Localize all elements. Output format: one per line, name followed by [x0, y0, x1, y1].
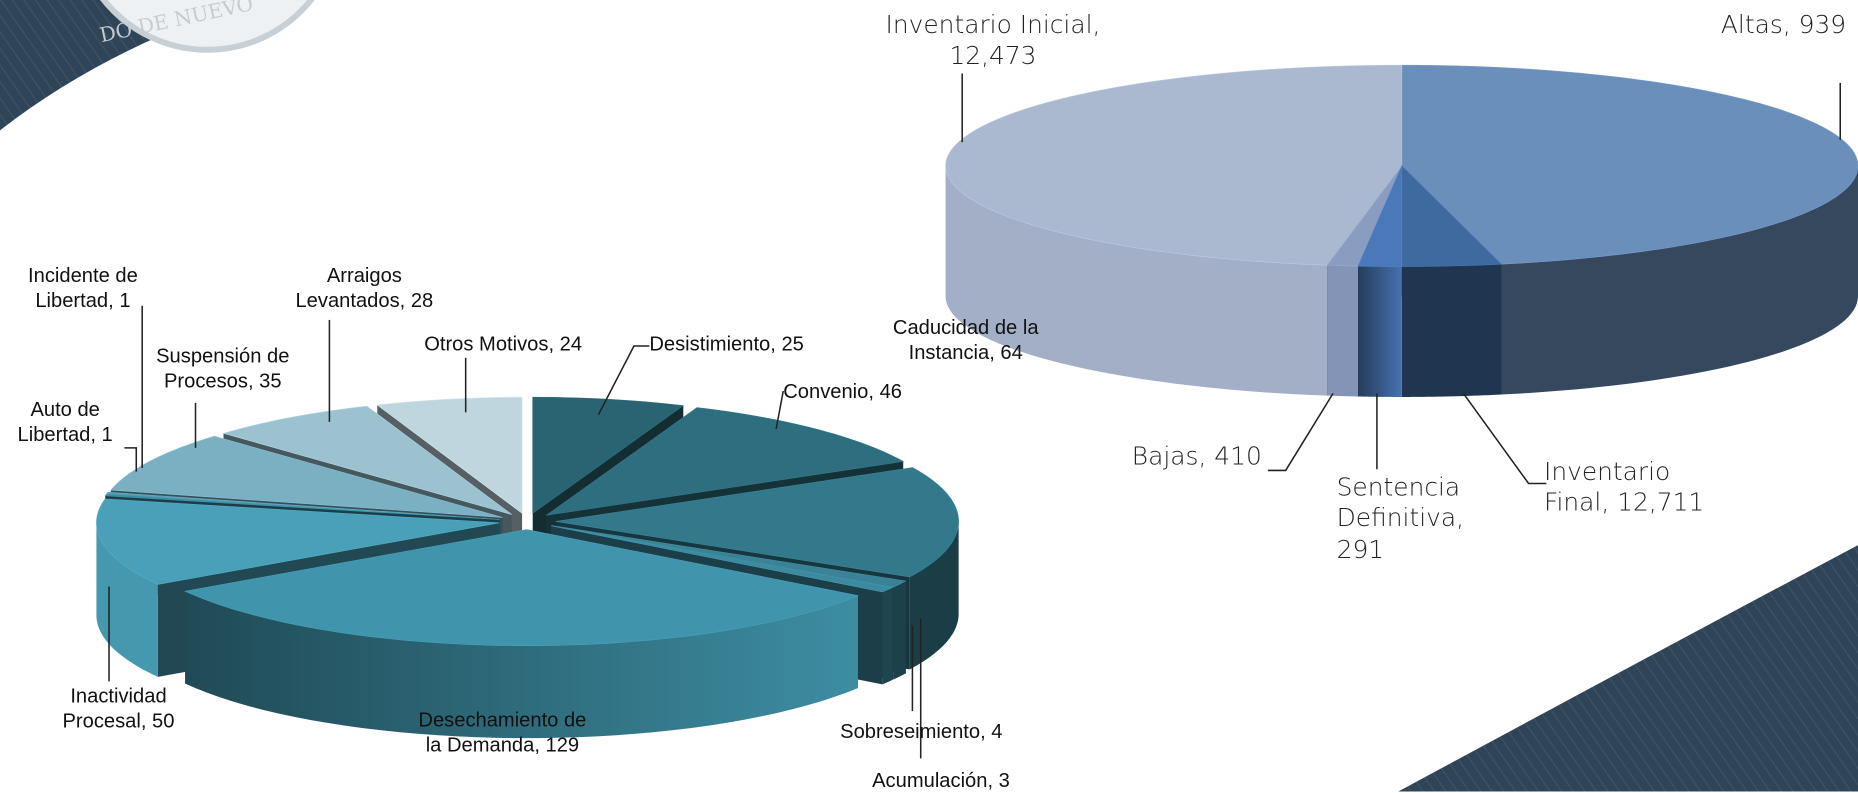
value-label: 28 — [410, 289, 434, 312]
category-label: Arraigos Levantados — [295, 264, 410, 312]
slice-top — [551, 525, 907, 588]
data-label: Arraigos Levantados28 — [278, 263, 450, 313]
leader-line — [1267, 392, 1334, 472]
slice-top — [104, 493, 500, 520]
value-label: 12,711 — [1617, 488, 1705, 517]
slice-top — [555, 467, 959, 578]
logo — [100, 0, 315, 53]
slice — [1357, 165, 1403, 397]
slice-top — [222, 405, 512, 515]
data-label: Bajas410 — [1096, 441, 1297, 472]
value-label: 291 — [1336, 535, 1385, 564]
corner-deco — [0, 0, 255, 131]
slice-top — [1357, 165, 1403, 267]
slice-side — [909, 521, 959, 670]
data-label: Inactividad Procesal50 — [36, 684, 202, 734]
data-label: Otros Motivos24 — [424, 332, 625, 357]
value-label: 25 — [781, 332, 804, 356]
slice — [945, 64, 1403, 396]
slice-top — [110, 435, 503, 518]
slice-side — [1327, 265, 1359, 397]
slice-side — [185, 591, 858, 739]
category-label: Bajas — [1132, 442, 1215, 470]
value-label: 1 — [101, 423, 113, 446]
slice-top — [532, 396, 685, 514]
slice-top — [1401, 165, 1503, 267]
slice-side — [882, 587, 893, 685]
data-label: Sobreseimiento4 — [840, 719, 1053, 744]
slice-side — [96, 522, 158, 677]
data-label: Caducidad de la Instancia64 — [877, 315, 1055, 365]
value-label: 35 — [259, 370, 282, 393]
slice-top — [1401, 64, 1858, 265]
data-label: Incidente de Libertad1 — [6, 263, 160, 313]
category-label: Inventario Inicial — [886, 11, 1101, 39]
leader-line — [1462, 392, 1547, 485]
category-label: Altas — [1721, 11, 1799, 39]
data-label: Inventario Inicial12,473 — [874, 9, 1111, 71]
value-label: 50 — [152, 710, 175, 733]
category-label: Convenio — [783, 380, 879, 403]
slice-side — [893, 580, 906, 680]
data-label: Desechamiento de la Demanda129 — [414, 707, 592, 757]
value-label: 3 — [998, 769, 1010, 792]
value-label: 410 — [1214, 441, 1262, 471]
value-label: 1 — [119, 289, 131, 312]
category-label: Auto de Libertad — [18, 398, 102, 446]
value-label: 12,473 — [949, 41, 1037, 71]
category-label: Sobreseimiento — [840, 720, 991, 743]
leader-line — [124, 447, 138, 472]
data-label: Convenio46 — [783, 379, 961, 404]
data-label: Altas939 — [1645, 9, 1846, 40]
value-label: 64 — [1000, 341, 1023, 365]
category-label: Sentencia Definitiva — [1337, 473, 1464, 533]
value-label: 129 — [545, 733, 580, 757]
slice-top — [184, 529, 859, 646]
slice-side — [1358, 266, 1402, 397]
category-label: Incidente de Libertad — [28, 264, 138, 312]
category-label: Acumulación — [872, 769, 999, 792]
value-label: 24 — [559, 332, 583, 356]
slice-top — [550, 525, 894, 593]
slice-top — [546, 407, 905, 516]
slice-top — [376, 396, 523, 514]
category-label: Otros Motivos — [424, 333, 559, 356]
value-label: 46 — [879, 380, 902, 403]
value-label: 4 — [991, 720, 1003, 743]
slice-side — [1501, 165, 1858, 395]
data-label: Desistimiento25 — [649, 332, 862, 357]
slice-side — [945, 165, 1328, 396]
slice-top — [945, 64, 1403, 266]
slice — [184, 529, 859, 739]
data-label: Inventario Final12,711 — [1544, 456, 1710, 518]
data-label: Acumulación3 — [872, 768, 1062, 793]
data-label: Auto de Libertad1 — [0, 397, 130, 447]
slice-top — [96, 498, 500, 585]
leader-line — [775, 390, 785, 430]
value-label: 939 — [1798, 10, 1847, 40]
leader-line — [597, 345, 650, 416]
corner-deco — [1398, 545, 1858, 792]
data-label: Sentencia Definitiva291 — [1337, 472, 1491, 565]
category-label: Desistimiento — [649, 333, 781, 356]
slice-side — [1401, 264, 1502, 397]
slice — [1401, 165, 1503, 397]
data-label: Suspensión de Procesos35 — [140, 344, 306, 394]
